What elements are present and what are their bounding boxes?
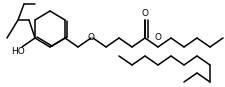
- Text: O: O: [155, 33, 162, 43]
- Text: O: O: [88, 33, 94, 43]
- Text: O: O: [142, 9, 148, 17]
- Text: HO: HO: [11, 48, 25, 56]
